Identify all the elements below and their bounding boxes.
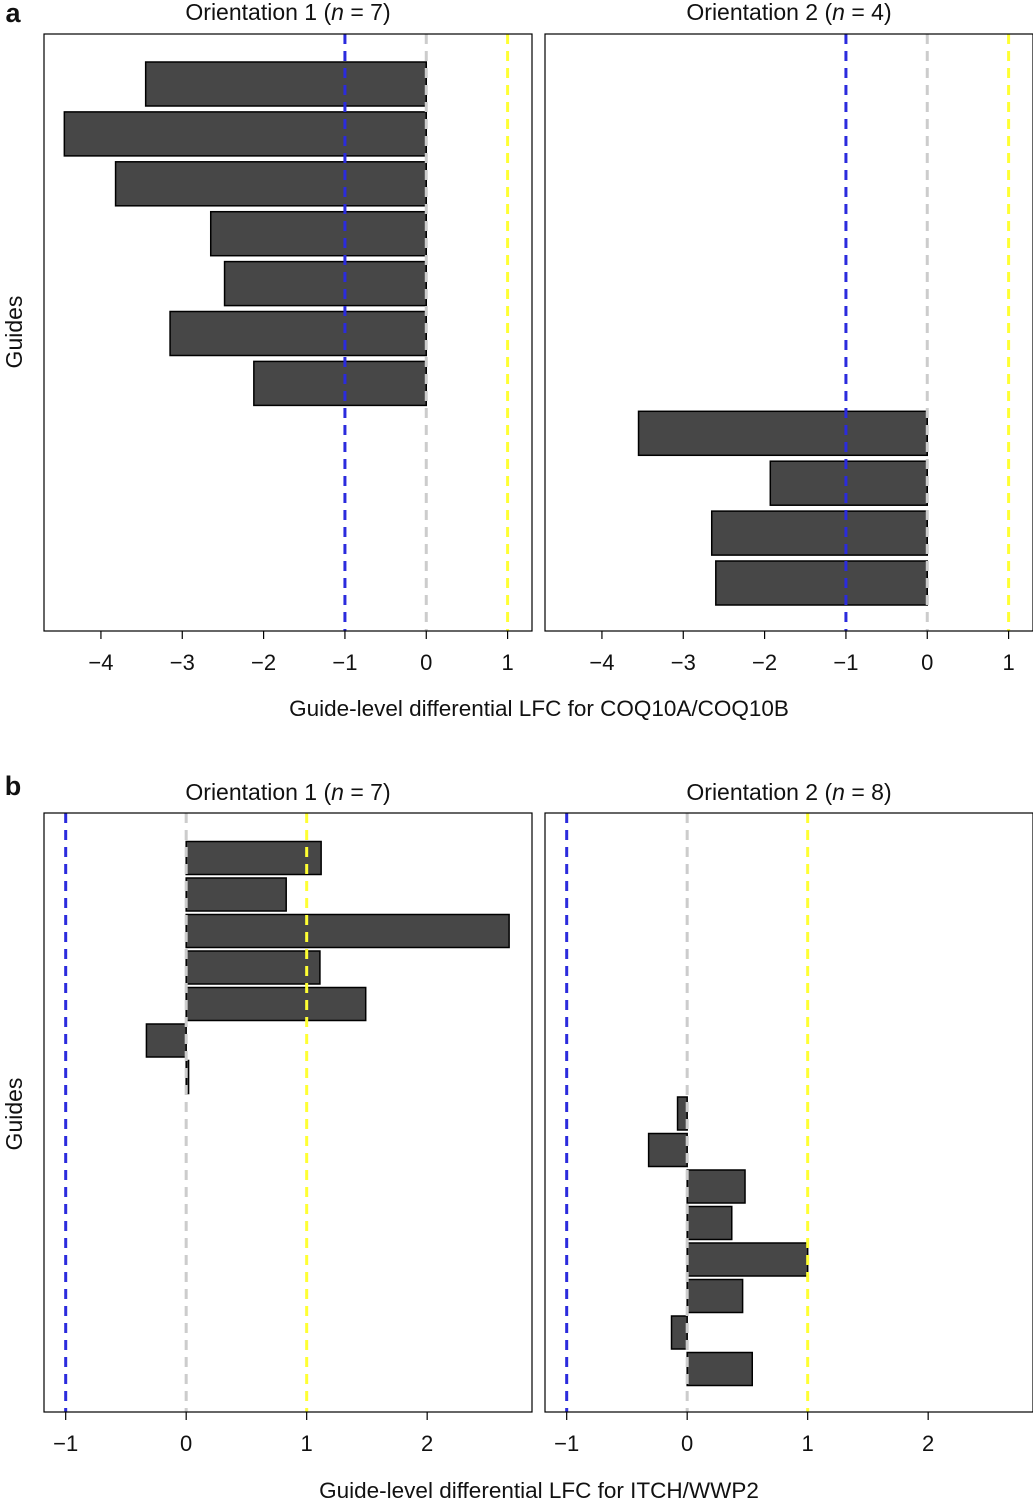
plot-frame [43, 812, 533, 1413]
bar-guide-10 [686, 1169, 746, 1204]
bar-guide-2 [63, 111, 428, 157]
subplot-orientation-2: Orientation 2 (n = 4) −4 −3 −2 −1 0 1 [544, 0, 1033, 675]
subplot-title: Orientation 1 (n = 7) [185, 779, 390, 805]
bar-guide-5 [185, 986, 367, 1022]
x-axis-label: Guide-level differential LFC for ITCH/WW… [319, 1478, 759, 1502]
x-tick-label: −4 [88, 650, 113, 675]
panel-letter: a [5, 0, 21, 28]
bar-guide-3 [114, 161, 428, 207]
x-tick-label: 0 [180, 1431, 192, 1456]
bar-guide-8 [637, 410, 929, 457]
x-tick-label: −2 [752, 650, 777, 675]
x-tick-label: 1 [1002, 650, 1014, 675]
bar-guide-1 [144, 61, 428, 107]
y-axis-label: Guides [1, 1078, 27, 1151]
bar-guide-2 [185, 877, 287, 912]
subplot-title-suffix: = 4) [845, 0, 892, 25]
bar-guide-7 [253, 360, 428, 407]
bar-guide-4 [209, 210, 428, 257]
x-tick-label: −1 [554, 1431, 579, 1456]
x-tick-label: 1 [501, 650, 513, 675]
subplot-orientation-1: Orientation 1 (n = 7) −1 0 1 2 [43, 779, 533, 1456]
bar-guide-9 [769, 460, 929, 506]
x-tick-label: 2 [922, 1431, 934, 1456]
y-axis-label: Guides [1, 296, 27, 369]
subplot-title-prefix: Orientation 2 ( [686, 779, 832, 805]
bar-guide-12 [686, 1242, 809, 1277]
bar-guide-14 [670, 1315, 688, 1350]
subplot-orientation-2: Orientation 2 (n = 8) −1 0 1 2 [544, 779, 1033, 1456]
bar-guide-6 [169, 310, 428, 357]
x-tick-label: −1 [332, 650, 357, 675]
subplot-title: Orientation 2 (n = 4) [686, 0, 891, 25]
x-tick-label: 0 [681, 1431, 693, 1456]
panel-a: a Guides Guide-level differential LFC for … [1, 0, 1033, 721]
bar-guide-8 [676, 1096, 688, 1131]
x-tick-label: 0 [921, 650, 933, 675]
x-tick-label: −4 [589, 650, 614, 675]
subplot-title-n: n [832, 0, 845, 25]
x-tick-label: −1 [833, 650, 858, 675]
subplot-title-n: n [331, 0, 344, 25]
bar-guide-5 [223, 260, 428, 307]
subplot-title-n: n [832, 779, 845, 805]
x-tick-label: 2 [421, 1431, 433, 1456]
x-tick-label: 0 [420, 650, 432, 675]
x-tick-label: −2 [251, 650, 276, 675]
x-tick-label: −1 [53, 1431, 78, 1456]
bar-guide-3 [185, 913, 510, 949]
subplot-title-suffix: = 7) [344, 0, 391, 25]
x-tick-label: 1 [802, 1431, 814, 1456]
subplot-title-prefix: Orientation 1 ( [185, 0, 331, 25]
plot-frame [544, 812, 1033, 1413]
plot-frame [43, 33, 533, 632]
x-axis-label: Guide-level differential LFC for COQ10A/… [289, 696, 789, 721]
bar-guide-11 [715, 560, 929, 606]
x-tick-label: 1 [301, 1431, 313, 1456]
subplot-title-suffix: = 7) [344, 779, 391, 805]
panel-b: b Guides Guide-level differential LFC for … [1, 771, 1033, 1502]
bar-guide-1 [185, 840, 322, 876]
subplot-title-suffix: = 8) [845, 779, 892, 805]
subplot-title: Orientation 1 (n = 7) [185, 0, 390, 25]
bar-guide-13 [686, 1278, 744, 1314]
bar-guide-4 [185, 950, 321, 985]
subplot-title-prefix: Orientation 1 ( [185, 779, 331, 805]
subplot-title-prefix: Orientation 2 ( [686, 0, 832, 25]
plot-frame [544, 33, 1033, 632]
subplot-orientation-1: Orientation 1 (n = 7) −4 −3 −2 −1 0 1 [43, 0, 533, 675]
bar-guide-15 [686, 1351, 753, 1387]
bar-guide-9 [647, 1132, 688, 1168]
bar-guide-6 [145, 1023, 187, 1058]
x-tick-label: −3 [671, 650, 696, 675]
x-tick-label: −3 [170, 650, 195, 675]
bar-guide-11 [686, 1205, 733, 1241]
panel-letter: b [5, 771, 22, 801]
subplot-title-n: n [331, 779, 344, 805]
bar-guide-10 [710, 510, 929, 556]
subplot-title: Orientation 2 (n = 8) [686, 779, 891, 805]
